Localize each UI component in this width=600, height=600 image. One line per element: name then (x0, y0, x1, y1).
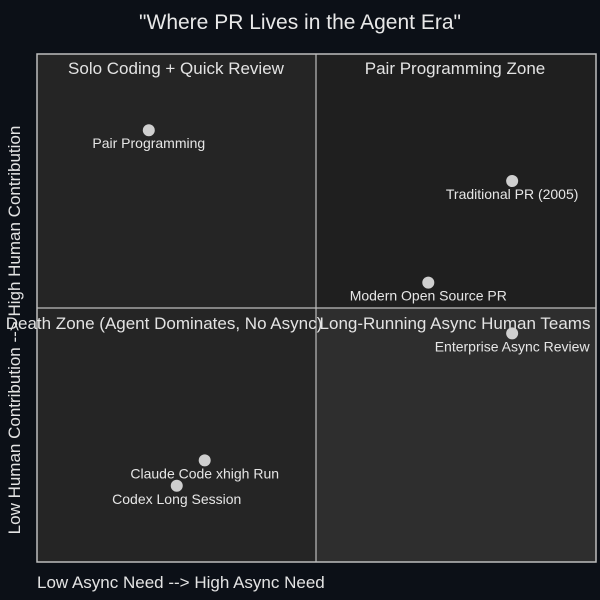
quadrant-label-bottom-left: Death Zone (Agent Dominates, No Async) (6, 314, 323, 333)
chart-title: "Where PR Lives in the Agent Era" (139, 11, 461, 34)
data-point-label: Enterprise Async Review (435, 338, 591, 354)
data-point (198, 454, 211, 467)
y-axis-label: Low Human Contribution --> High Human Co… (5, 126, 24, 535)
x-axis-label: Low Async Need --> High Async Need (37, 573, 325, 592)
data-point-label: Claude Code xhigh Run (130, 465, 279, 481)
quadrant-label-bottom-right: Long-Running Async Human Teams (320, 314, 591, 333)
data-point (506, 327, 519, 340)
data-point (506, 175, 519, 187)
data-point-label: Pair Programming (92, 135, 205, 151)
quadrant-label-top-left: Solo Coding + Quick Review (68, 59, 285, 78)
data-points: Pair Programming Traditional PR (2005) Mod… (92, 124, 590, 507)
quadrant-bg-top-left (37, 54, 316, 308)
data-point-label: Traditional PR (2005) (446, 186, 579, 202)
quadrant-bg-bottom-right (316, 308, 596, 562)
quadrant-bg-bottom-left (37, 308, 316, 562)
data-point (170, 479, 183, 492)
data-point (142, 124, 155, 137)
data-point-label: Codex Long Session (112, 491, 241, 507)
data-point (422, 276, 435, 289)
quadrant-bg-top-right (316, 54, 596, 308)
quadrant-label-top-right: Pair Programming Zone (365, 59, 545, 78)
data-point-label: Modern Open Source PR (350, 288, 507, 304)
